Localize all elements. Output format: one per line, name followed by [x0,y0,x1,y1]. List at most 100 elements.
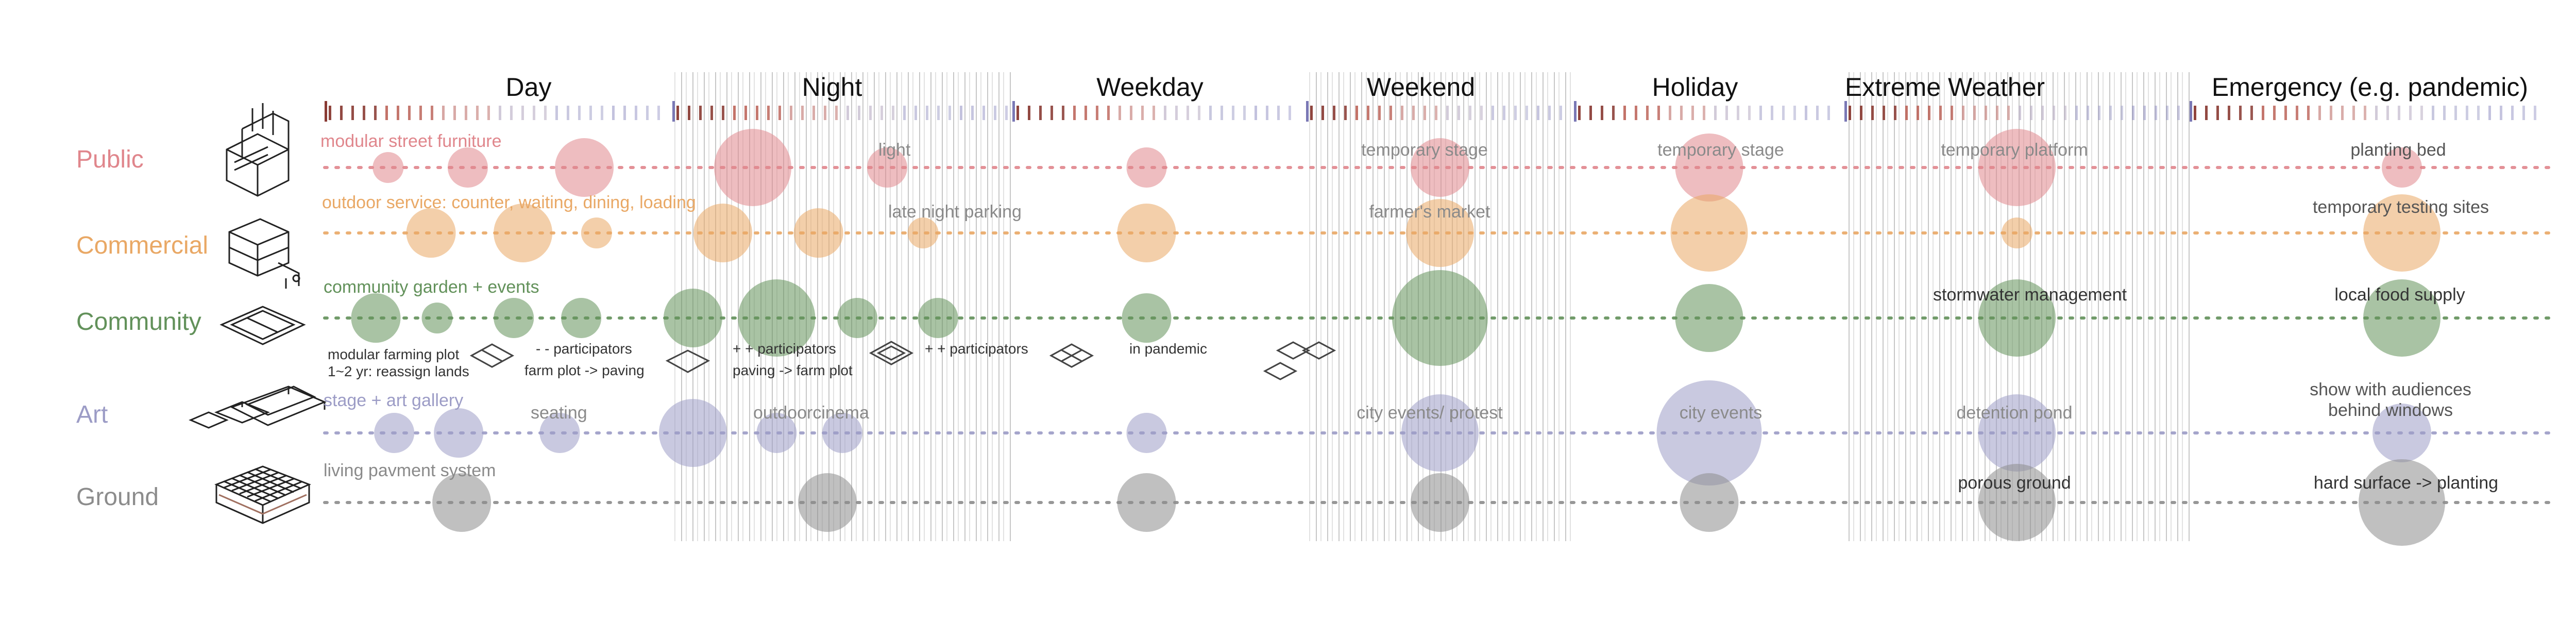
paving-grid-icon [214,465,311,524]
scale-tick [1277,106,1280,120]
scale-tick [1073,106,1076,120]
scale-tick [2166,106,2168,120]
scale-tick [880,106,883,120]
row-icons [189,103,327,524]
row-label-art: Art [76,401,108,428]
scale-tick [521,106,524,120]
scale-tick [2007,106,2010,120]
bubble-art-extreme [1978,394,2056,472]
scale-divider [672,101,675,122]
scale-tick [578,106,581,120]
ann-public-night: light [878,140,911,160]
scale-tick [1962,106,1964,120]
bubble-commercial-emergency [2363,194,2441,272]
scale-tick [363,106,365,120]
scale-tick [2284,106,2287,120]
scale-tick [790,106,792,120]
plot-note-3a: + + participators [733,341,836,357]
scale-tick [971,106,974,120]
scale-tick [1141,106,1144,120]
scale-tick [1062,106,1064,120]
scale-tick [1232,106,1234,120]
plot-glyph-3 [869,341,914,365]
scale-tick [801,106,804,120]
scale-tick [2522,106,2525,120]
header-extreme-weather: Extreme Weather [1845,73,2045,102]
scale-tick [1526,106,1528,120]
scale-tick [1537,106,1539,120]
scale-tick [1378,106,1381,120]
bubble-art-night [659,399,727,467]
row-label-community: Community [76,308,201,336]
scale-tick [2307,106,2310,120]
bubble-commercial-weekday [1117,204,1176,262]
bubble-community-day [494,298,534,338]
plot-note-2a: - - participators [536,341,632,357]
scale-tick [824,106,826,120]
scale-tick [1871,106,1874,120]
header-weekend: Weekend [1367,73,1475,102]
scale-tick [1458,106,1460,120]
bubble-ground-emergency [2359,459,2445,546]
scale-tick [487,106,490,120]
period-headers: Day Night Weekday Weekend Holiday Extrem… [506,73,2529,102]
scale-tick [2420,106,2423,120]
scale-tick [2341,106,2344,120]
scale-tick [601,106,603,120]
bubble-ground-day [432,473,492,532]
scale-tick [2466,106,2468,120]
header-night: Night [802,73,862,102]
row-label-public: Public [76,146,144,173]
bubble-commercial-day [581,218,612,248]
scale-tick [1759,106,1762,120]
bubble-ground-weekday [1117,473,1176,532]
plot-glyph-4 [1049,343,1094,368]
ann-commercial-emergency: temporary testing sites [2313,197,2489,217]
scale-tick [1423,106,1426,120]
scale-tick [1503,106,1505,120]
bubble-commercial-night [907,218,939,248]
scale-tick [567,106,569,120]
scale-tick [2409,106,2412,120]
row-labels: Public Commercial Community Art Ground [76,146,208,511]
scale-tick [2364,106,2366,120]
scale-tick [1917,106,1919,120]
scale-tick [2019,106,2021,120]
scale-tick [2053,106,2055,120]
scale-tick [1084,106,1087,120]
scale-tick [419,106,422,120]
bubble-art-day [374,413,415,453]
scale-tick [1107,106,1110,120]
scale-tick [1480,106,1483,120]
scale-tick [2087,106,2089,120]
annotations: modular street furniture light temporary… [320,131,2498,493]
scale-tick [1118,106,1121,120]
ann-public-holiday: temporary stage [1657,140,1784,160]
scale-tick [1680,106,1683,120]
ann-public-weekend: temporary stage [1361,140,1488,160]
plot-glyph-2 [665,349,710,373]
scale-tick [869,106,872,120]
scale-tick [2041,106,2044,120]
scale-tick [2318,106,2321,120]
ann-art-extreme: detention pond [1957,403,2073,423]
scale-tick [431,106,433,120]
scale-tick [1028,106,1030,120]
scale-tick [465,106,467,120]
scale-tick [1737,106,1739,120]
bubble-commercial-day [494,204,553,262]
scale-tick [994,106,996,120]
scale-tick [2064,106,2066,120]
scale-tick [2143,106,2146,120]
scale-tick [2488,106,2491,120]
scale-tick [1996,106,1998,120]
scale-tick [1928,106,1930,120]
plot-note-2b: farm plot -> paving [524,362,645,378]
scale-tick [1703,106,1705,120]
ann-art-night: outdoorcinema [753,403,869,423]
scale-tick [1793,106,1796,120]
bubble-art-night [756,413,797,453]
scale-tick [733,106,736,120]
scale-tick [1883,106,1885,120]
scale-tick [1016,106,1019,120]
